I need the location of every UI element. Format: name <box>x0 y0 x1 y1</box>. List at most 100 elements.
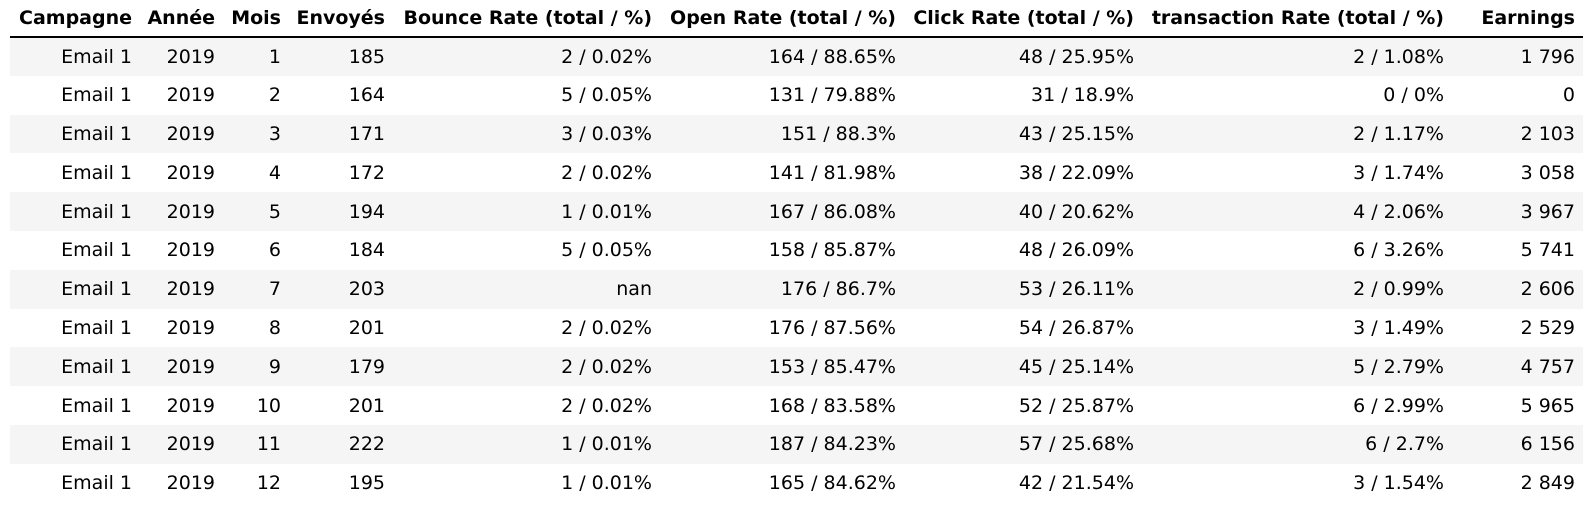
cell-bounce-rate: 1 / 0.01% <box>393 424 660 464</box>
cell-envoyes: 171 <box>289 114 393 154</box>
table-row: Email 1 2019 2 164 5 / 0.05% 131 / 79.88% 31 /… <box>10 75 1583 115</box>
cell-mois: 11 <box>223 424 289 464</box>
cell-annee: 2019 <box>140 308 223 348</box>
cell-open-rate: 151 / 88.3% <box>660 114 904 154</box>
cell-campagne: Email 1 <box>10 75 140 115</box>
cell-open-rate: 165 / 84.62% <box>660 463 904 503</box>
cell-click-rate: 48 / 26.09% <box>904 230 1142 270</box>
header-open-rate: Open Rate (total / %) <box>660 0 904 38</box>
cell-campagne: Email 1 <box>10 463 140 503</box>
cell-envoyes: 164 <box>289 75 393 115</box>
cell-transaction-rate: 6 / 2.7% <box>1142 424 1452 464</box>
cell-bounce-rate: 2 / 0.02% <box>393 37 660 76</box>
table-body: Email 1 2019 1 185 2 / 0.02% 164 / 88.65% 48 /… <box>10 37 1583 503</box>
campaign-stats-table: Campagne Année Mois Envoyés Bounce Rate … <box>10 0 1583 503</box>
cell-earnings: 3 058 <box>1452 153 1583 193</box>
cell-envoyes: 179 <box>289 347 393 387</box>
cell-click-rate: 42 / 21.54% <box>904 463 1142 503</box>
cell-open-rate: 176 / 86.7% <box>660 269 904 309</box>
table-row: Email 1 2019 5 194 1 / 0.01% 167 / 86.08% 40 /… <box>10 192 1583 231</box>
cell-earnings: 3 967 <box>1452 192 1583 231</box>
cell-campagne: Email 1 <box>10 153 140 193</box>
cell-open-rate: 131 / 79.88% <box>660 75 904 115</box>
cell-envoyes: 201 <box>289 308 393 348</box>
cell-campagne: Email 1 <box>10 230 140 270</box>
header-click-rate: Click Rate (total / %) <box>904 0 1142 38</box>
cell-click-rate: 40 / 20.62% <box>904 192 1142 231</box>
cell-bounce-rate: 1 / 0.01% <box>393 192 660 231</box>
cell-open-rate: 167 / 86.08% <box>660 192 904 231</box>
cell-annee: 2019 <box>140 463 223 503</box>
cell-envoyes: 185 <box>289 37 393 76</box>
cell-open-rate: 168 / 83.58% <box>660 386 904 425</box>
cell-open-rate: 164 / 88.65% <box>660 37 904 76</box>
cell-earnings: 2 606 <box>1452 269 1583 309</box>
header-transaction-rate: transaction Rate (total / %) <box>1142 0 1452 38</box>
cell-earnings: 1 796 <box>1452 37 1583 76</box>
cell-annee: 2019 <box>140 37 223 76</box>
cell-mois: 7 <box>223 269 289 309</box>
table-row: Email 1 2019 4 172 2 / 0.02% 141 / 81.98% 38 /… <box>10 153 1583 193</box>
cell-envoyes: 195 <box>289 463 393 503</box>
cell-annee: 2019 <box>140 386 223 425</box>
header-annee: Année <box>140 0 223 38</box>
cell-envoyes: 194 <box>289 192 393 231</box>
table-row: Email 1 2019 11 222 1 / 0.01% 187 / 84.23% 57 … <box>10 424 1583 464</box>
cell-bounce-rate: 2 / 0.02% <box>393 347 660 387</box>
cell-bounce-rate: 2 / 0.02% <box>393 386 660 425</box>
header-campagne: Campagne <box>10 0 140 38</box>
cell-envoyes: 184 <box>289 230 393 270</box>
cell-campagne: Email 1 <box>10 386 140 425</box>
cell-annee: 2019 <box>140 230 223 270</box>
table-row: Email 1 2019 7 203 nan 176 / 86.7% 53 / 26.11%… <box>10 269 1583 309</box>
cell-open-rate: 187 / 84.23% <box>660 424 904 464</box>
table-row: Email 1 2019 1 185 2 / 0.02% 164 / 88.65% 48 /… <box>10 37 1583 76</box>
cell-campagne: Email 1 <box>10 347 140 387</box>
data-table-container: Campagne Année Mois Envoyés Bounce Rate … <box>10 0 1583 503</box>
cell-earnings: 5 741 <box>1452 230 1583 270</box>
cell-annee: 2019 <box>140 153 223 193</box>
cell-transaction-rate: 6 / 2.99% <box>1142 386 1452 425</box>
cell-transaction-rate: 3 / 1.49% <box>1142 308 1452 348</box>
cell-click-rate: 31 / 18.9% <box>904 75 1142 115</box>
cell-open-rate: 153 / 85.47% <box>660 347 904 387</box>
cell-mois: 3 <box>223 114 289 154</box>
cell-transaction-rate: 0 / 0% <box>1142 75 1452 115</box>
cell-annee: 2019 <box>140 347 223 387</box>
cell-annee: 2019 <box>140 192 223 231</box>
cell-annee: 2019 <box>140 114 223 154</box>
cell-earnings: 2 103 <box>1452 114 1583 154</box>
cell-bounce-rate: 2 / 0.02% <box>393 153 660 193</box>
cell-earnings: 2 529 <box>1452 308 1583 348</box>
cell-envoyes: 172 <box>289 153 393 193</box>
cell-campagne: Email 1 <box>10 37 140 76</box>
cell-open-rate: 176 / 87.56% <box>660 308 904 348</box>
cell-mois: 6 <box>223 230 289 270</box>
table-row: Email 1 2019 9 179 2 / 0.02% 153 / 85.47% 45 /… <box>10 347 1583 387</box>
cell-transaction-rate: 2 / 1.08% <box>1142 37 1452 76</box>
cell-click-rate: 45 / 25.14% <box>904 347 1142 387</box>
cell-mois: 5 <box>223 192 289 231</box>
cell-bounce-rate: nan <box>393 269 660 309</box>
cell-bounce-rate: 2 / 0.02% <box>393 308 660 348</box>
cell-mois: 10 <box>223 386 289 425</box>
cell-annee: 2019 <box>140 424 223 464</box>
cell-bounce-rate: 5 / 0.05% <box>393 230 660 270</box>
cell-click-rate: 48 / 25.95% <box>904 37 1142 76</box>
cell-earnings: 4 757 <box>1452 347 1583 387</box>
cell-click-rate: 53 / 26.11% <box>904 269 1142 309</box>
cell-bounce-rate: 1 / 0.01% <box>393 463 660 503</box>
cell-transaction-rate: 4 / 2.06% <box>1142 192 1452 231</box>
header-mois: Mois <box>223 0 289 38</box>
cell-transaction-rate: 2 / 0.99% <box>1142 269 1452 309</box>
cell-click-rate: 52 / 25.87% <box>904 386 1142 425</box>
cell-mois: 1 <box>223 37 289 76</box>
cell-click-rate: 57 / 25.68% <box>904 424 1142 464</box>
cell-campagne: Email 1 <box>10 192 140 231</box>
cell-earnings: 6 156 <box>1452 424 1583 464</box>
cell-campagne: Email 1 <box>10 114 140 154</box>
cell-click-rate: 54 / 26.87% <box>904 308 1142 348</box>
cell-transaction-rate: 5 / 2.79% <box>1142 347 1452 387</box>
cell-transaction-rate: 2 / 1.17% <box>1142 114 1452 154</box>
cell-open-rate: 158 / 85.87% <box>660 230 904 270</box>
